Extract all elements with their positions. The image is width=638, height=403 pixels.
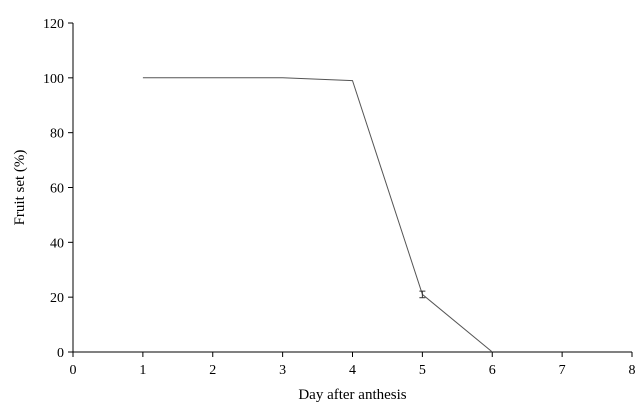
y-tick-label: 60 <box>50 182 64 197</box>
error-bar <box>419 290 426 299</box>
x-tick-label: 6 <box>489 363 496 378</box>
y-tick-label: 100 <box>43 72 64 87</box>
y-tick-label: 40 <box>50 236 64 251</box>
x-tick-label: 0 <box>70 363 77 378</box>
x-tick-label: 5 <box>419 363 426 378</box>
series-layer <box>142 77 493 353</box>
x-tick-label: 2 <box>209 363 216 378</box>
y-tick-label: 80 <box>50 127 64 142</box>
x-axis-label: Day after anthesis <box>298 387 406 403</box>
y-ticks: 0 20 40 60 80 100 120 <box>43 17 73 361</box>
x-ticks: 0 1 2 3 4 5 6 7 8 <box>70 352 636 378</box>
y-tick-label: 120 <box>43 17 64 32</box>
series-line <box>142 77 493 353</box>
y-axis-label: Fruit set (%) <box>12 150 28 226</box>
x-tick-label: 7 <box>559 363 566 378</box>
x-tick-label: 8 <box>629 363 636 378</box>
y-tick-label: 20 <box>50 291 64 306</box>
y-tick-label: 0 <box>57 346 64 361</box>
x-tick-label: 3 <box>279 363 286 378</box>
x-tick-label: 4 <box>349 363 356 378</box>
axes <box>72 23 632 353</box>
x-tick-label: 1 <box>139 363 146 378</box>
